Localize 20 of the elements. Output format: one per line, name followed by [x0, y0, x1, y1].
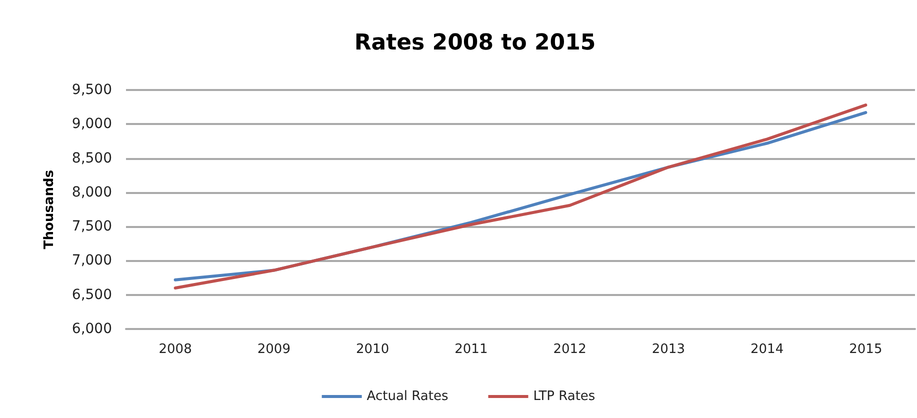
- y-tick-label: 6,500: [72, 286, 112, 303]
- x-tick-label: 2013: [652, 342, 685, 357]
- y-axis-title: Thousands: [42, 170, 57, 250]
- chart-title: Rates 2008 to 2015: [354, 30, 596, 56]
- y-tick-label: 9,000: [72, 116, 112, 132]
- legend-label: Actual Rates: [366, 389, 448, 404]
- x-tick-label: 2009: [257, 342, 290, 357]
- x-tick-label: 2008: [158, 342, 192, 357]
- y-tick-label: 8,500: [72, 150, 112, 166]
- x-tick-label: 2011: [454, 342, 488, 357]
- x-tick-label: 2015: [849, 342, 882, 357]
- x-tick-label: 2014: [750, 342, 784, 357]
- y-tick-label: 9,500: [72, 82, 112, 98]
- legend-label: LTP Rates: [533, 389, 596, 404]
- x-tick-label: 2012: [553, 342, 586, 357]
- x-tick-label: 2010: [356, 342, 390, 357]
- y-tick-label: 6,000: [72, 321, 112, 337]
- y-tick-label: 7,500: [72, 218, 112, 235]
- y-tick-label: 7,000: [72, 252, 112, 269]
- y-tick-label: 8,000: [72, 184, 112, 200]
